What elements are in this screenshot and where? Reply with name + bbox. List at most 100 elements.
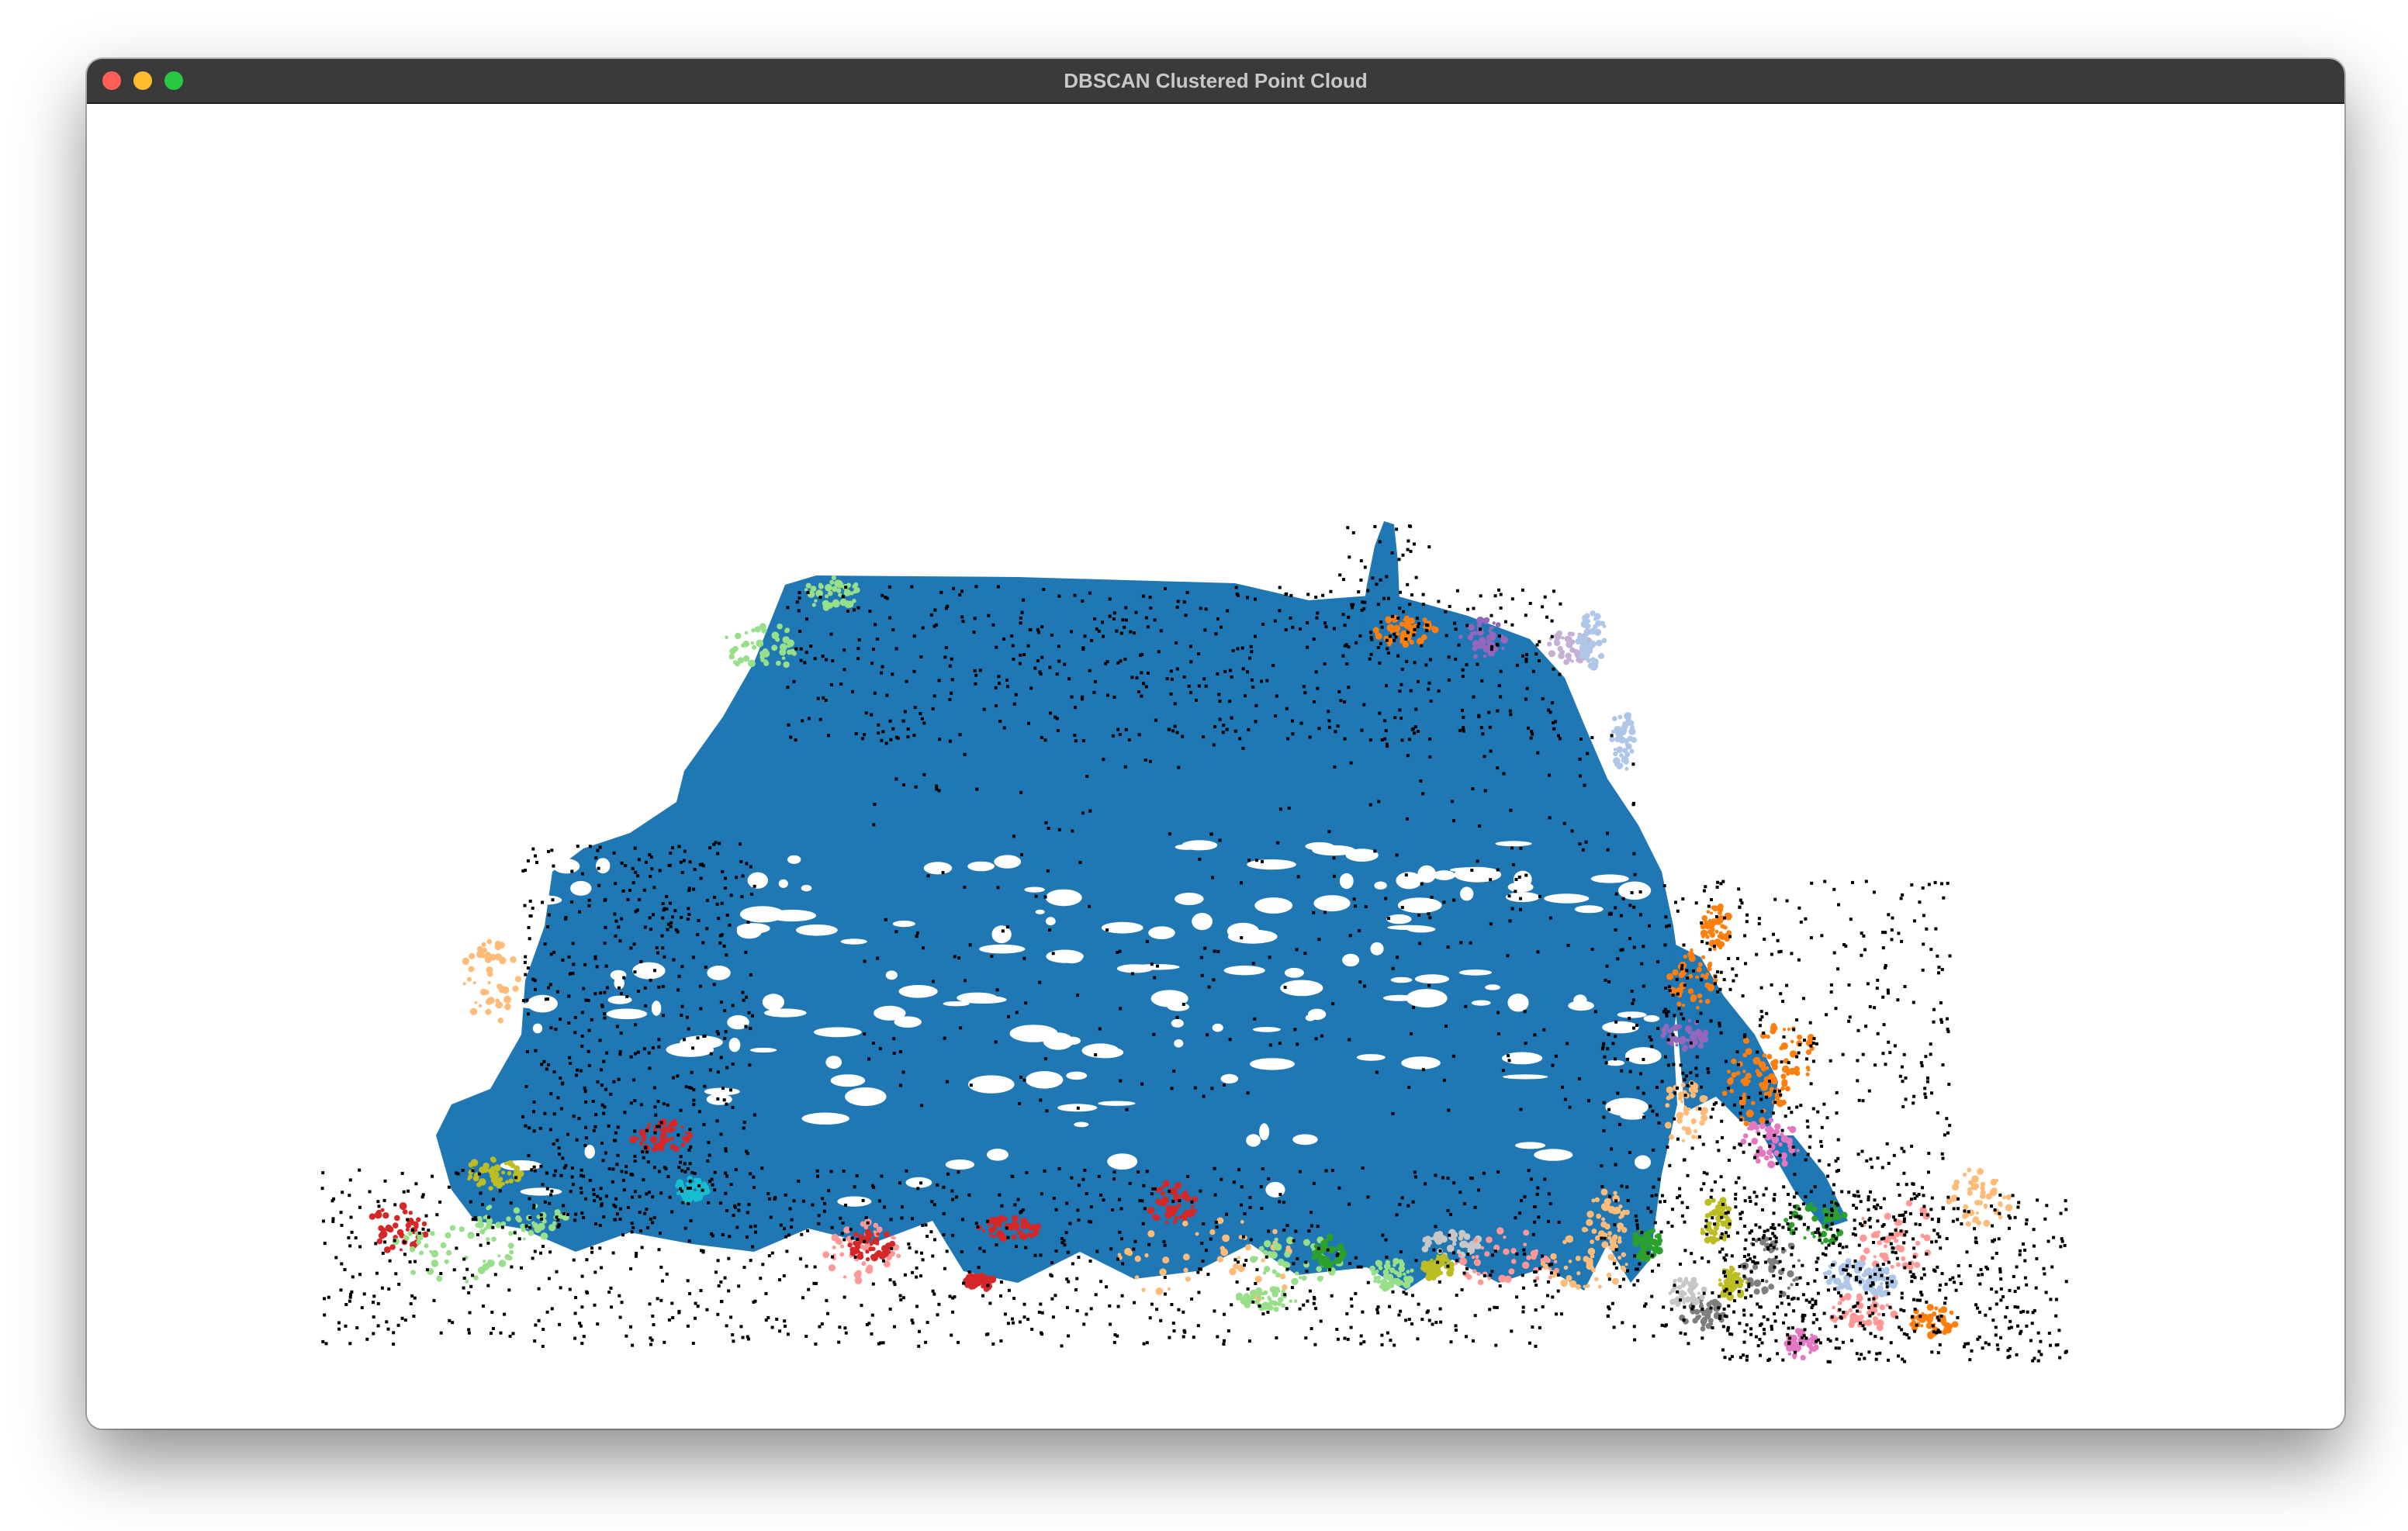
cluster-point <box>1586 658 1592 663</box>
cluster-point <box>1621 1227 1628 1233</box>
noise-point <box>1557 1220 1561 1224</box>
noise-point <box>1912 1094 1916 1098</box>
noise-point <box>1088 1260 1092 1263</box>
noise-point <box>715 1119 719 1123</box>
noise-point <box>689 1219 693 1222</box>
cluster-point <box>466 976 472 982</box>
noise-point <box>1142 1184 1146 1187</box>
noise-point <box>645 1128 649 1132</box>
void-region <box>527 994 558 1013</box>
noise-point <box>1921 968 1925 972</box>
noise-point <box>598 845 602 849</box>
cluster-point <box>472 1175 479 1182</box>
noise-point <box>1921 886 1925 890</box>
noise-point <box>1680 967 1683 971</box>
noise-point <box>827 1189 831 1193</box>
void-region <box>1226 922 1259 940</box>
noise-point <box>1927 1152 1931 1156</box>
noise-point <box>643 1211 647 1215</box>
noise-point <box>1133 1239 1137 1243</box>
noise-point <box>1296 1257 1299 1260</box>
point-cloud-canvas[interactable] <box>87 104 2344 1429</box>
cluster-point <box>1704 1236 1711 1244</box>
cluster-point <box>1972 1218 1977 1223</box>
noise-point <box>634 870 638 874</box>
noise-point <box>723 886 727 890</box>
noise-point <box>1745 920 1749 924</box>
noise-point <box>1306 621 1310 624</box>
noise-point <box>1215 1225 1219 1229</box>
noise-point <box>1636 1279 1640 1283</box>
noise-point <box>1326 1248 1330 1252</box>
noise-point <box>1832 1183 1835 1187</box>
noise-point <box>1942 896 1946 900</box>
cluster-point <box>1665 1103 1670 1108</box>
noise-point <box>1702 1170 1706 1174</box>
title-bar[interactable]: DBSCAN Clustered Point Cloud <box>87 59 2344 104</box>
noise-point <box>1761 1279 1764 1283</box>
cluster-point <box>742 640 749 648</box>
noise-point <box>818 596 822 600</box>
noise-point <box>1600 1047 1604 1051</box>
noise-point <box>1002 726 1006 730</box>
cluster-point <box>1575 1256 1581 1261</box>
cluster-point <box>430 1231 435 1236</box>
cluster-point <box>666 1137 672 1142</box>
cluster-point <box>1721 1090 1728 1097</box>
noise-point <box>714 1270 718 1274</box>
noise-point <box>1699 1011 1703 1015</box>
cluster-point <box>1701 1322 1706 1327</box>
noise-point <box>1778 1089 1781 1093</box>
noise-point <box>723 1036 727 1040</box>
noise-point <box>1895 1315 1899 1319</box>
noise-point <box>1321 593 1325 597</box>
void-region <box>651 1001 662 1016</box>
noise-point <box>766 1192 770 1196</box>
noise-point <box>1479 594 1483 598</box>
noise-point <box>974 673 978 677</box>
maximize-button[interactable] <box>164 71 183 90</box>
noise-point <box>1602 1042 1606 1045</box>
noise-point <box>919 1251 923 1255</box>
noise-point <box>358 1205 362 1209</box>
noise-point <box>1249 1238 1253 1242</box>
noise-point <box>1343 624 1347 627</box>
cluster-point <box>1860 1260 1866 1267</box>
noise-point <box>1366 1280 1370 1284</box>
noise-point <box>1339 699 1343 703</box>
close-button[interactable] <box>102 71 121 90</box>
noise-point <box>1604 978 1607 982</box>
noise-point <box>1223 1339 1226 1343</box>
noise-point <box>1393 632 1396 636</box>
minimize-button[interactable] <box>133 71 152 90</box>
cluster-point <box>853 587 860 593</box>
noise-point <box>547 1277 551 1280</box>
noise-point <box>1070 695 1074 699</box>
noise-point <box>939 590 943 594</box>
noise-point <box>667 864 671 867</box>
noise-point <box>1869 1157 1873 1161</box>
noise-point <box>1638 1262 1642 1266</box>
point-cloud-viewport[interactable] <box>87 104 2344 1429</box>
noise-point <box>610 1305 614 1309</box>
cluster-point <box>1510 1248 1517 1254</box>
noise-point <box>598 1039 602 1042</box>
noise-point <box>946 604 950 608</box>
noise-point <box>323 1313 327 1317</box>
noise-point <box>1073 593 1077 597</box>
cluster-point <box>482 947 487 953</box>
cluster-point <box>869 1242 874 1246</box>
noise-point <box>615 1025 619 1028</box>
noise-point <box>620 992 623 995</box>
noise-point <box>688 1179 692 1183</box>
noise-point <box>341 1191 344 1194</box>
noise-point <box>1303 691 1307 695</box>
noise-point <box>687 886 691 890</box>
noise-point <box>639 959 643 963</box>
noise-point <box>1668 985 1671 989</box>
void-region <box>1175 893 1204 905</box>
noise-point <box>1672 1063 1676 1066</box>
noise-point <box>1089 1307 1093 1311</box>
noise-point <box>1399 683 1403 686</box>
cluster-point <box>1781 1080 1788 1087</box>
